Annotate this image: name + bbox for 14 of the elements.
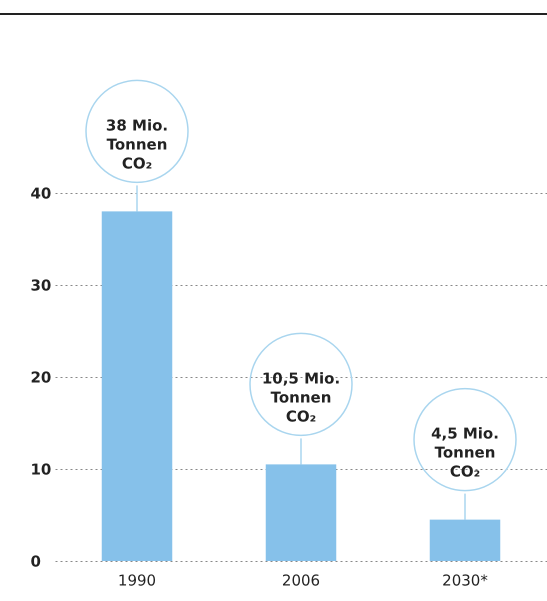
y-tick-label: 20 — [30, 368, 52, 386]
y-tick-label: 30 — [30, 276, 52, 294]
bar — [430, 520, 500, 561]
bar — [266, 464, 336, 561]
data-label: 38 Mio. Tonnen CO₂ — [106, 116, 168, 172]
y-tick-label: 10 — [30, 460, 52, 478]
x-tick-label: 2030* — [442, 572, 488, 590]
y-tick-label: 0 — [30, 552, 41, 570]
x-tick-label: 2006 — [282, 572, 320, 590]
x-tick-label: 1990 — [118, 572, 156, 590]
data-label: 10,5 Mio. Tonnen CO₂ — [262, 369, 340, 426]
bar — [102, 211, 172, 561]
y-tick-label: 40 — [30, 184, 52, 202]
data-label: 4,5 Mio. Tonnen CO₂ — [431, 424, 499, 481]
